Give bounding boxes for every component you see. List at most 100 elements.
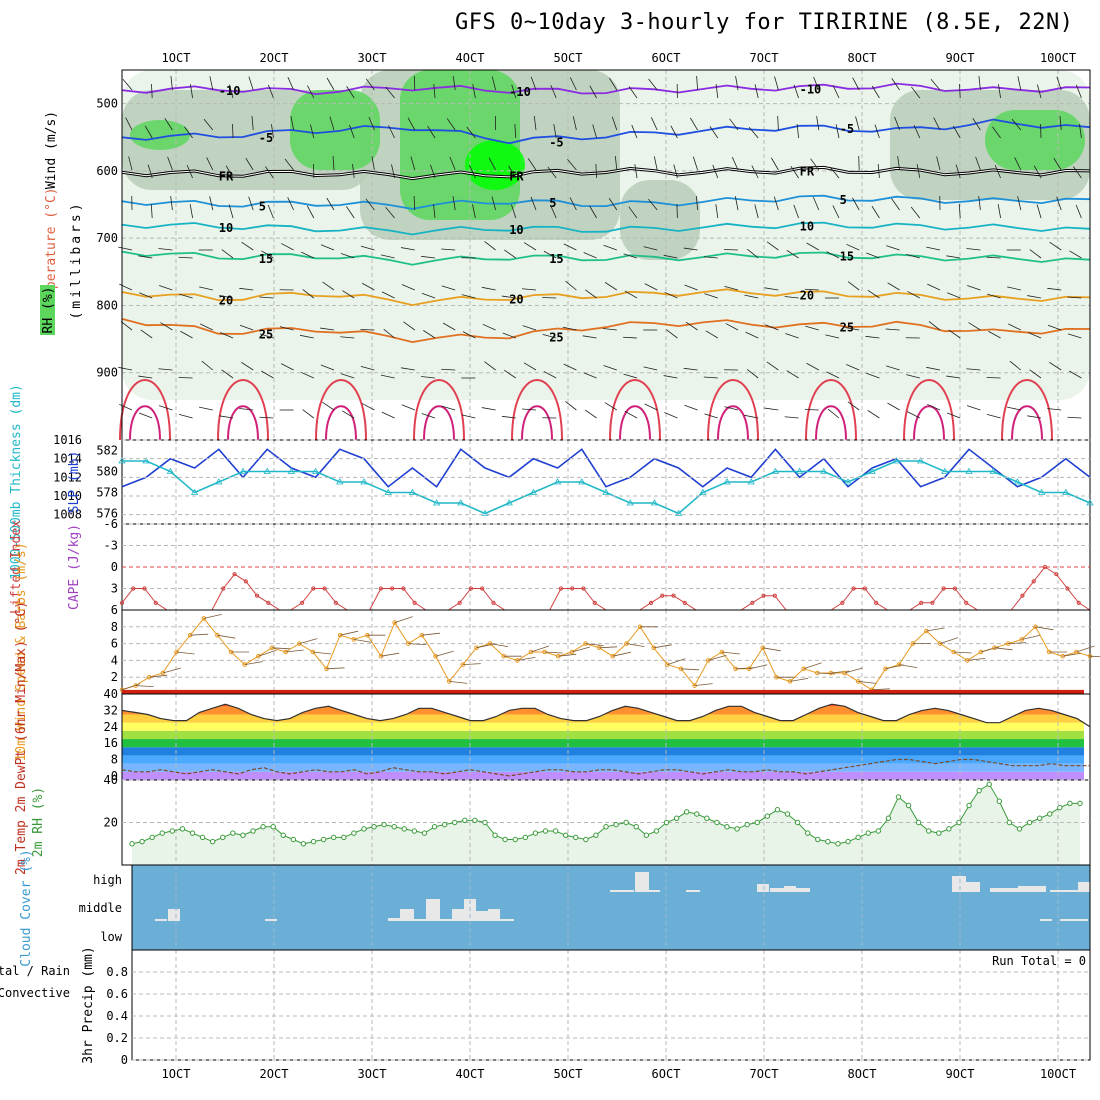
wind-barb <box>1027 295 1042 299</box>
temp-contour-30 <box>1001 379 1053 441</box>
wind-barb <box>261 250 274 259</box>
series-thickness <box>122 460 1091 515</box>
wind-barb <box>200 323 213 331</box>
wind-barb <box>978 76 981 91</box>
wind-barb <box>385 86 395 99</box>
wind-barb <box>433 204 436 219</box>
temp-contour-label: 5 <box>259 200 266 214</box>
wind-barb-10m <box>803 662 822 670</box>
wind-barb <box>180 330 193 339</box>
wind-barb-10m <box>421 632 440 636</box>
rh2m-area <box>132 784 1080 865</box>
wind-barb <box>491 196 496 211</box>
top-day-label: 7OCT <box>750 51 779 65</box>
wind-barb <box>360 365 375 371</box>
wind-barb <box>251 116 254 131</box>
thickness-point <box>166 467 175 474</box>
wind-barb <box>504 249 517 259</box>
rh2m-point <box>1016 826 1023 832</box>
run-total-label: Run Total = 0 <box>992 954 1086 968</box>
lifted-index-point <box>1065 586 1070 591</box>
thickness-point <box>311 467 320 474</box>
wind-barb <box>228 204 234 219</box>
top-day-label: 6OCT <box>652 51 681 65</box>
wind-barb <box>307 85 315 99</box>
wind-barb <box>608 198 618 211</box>
lifted-index-point <box>378 586 383 591</box>
cloud-bar <box>796 888 810 892</box>
wind-barb <box>946 255 961 259</box>
wind-barb-10m <box>271 647 290 650</box>
top-day-label: 3OCT <box>358 51 387 65</box>
rh2m-point <box>895 794 902 800</box>
wind-barb <box>206 157 214 171</box>
wind-barb-10m <box>571 646 591 653</box>
wind-barb <box>764 407 779 411</box>
wind10m-ytick: 6 <box>111 637 118 651</box>
rh2m-point <box>825 838 831 845</box>
wind-barb <box>267 204 274 219</box>
wind-barb <box>565 401 577 411</box>
wind-barb <box>320 327 335 331</box>
wind-barb <box>563 243 577 251</box>
lifted-index-label: Lifted Index <box>9 520 24 614</box>
wind-barb <box>365 198 375 211</box>
thickness-point <box>118 457 126 464</box>
rh-legend-swatch <box>40 285 55 335</box>
cloud-bar <box>414 919 426 921</box>
wind-barb <box>1036 204 1042 219</box>
rh2m-point <box>331 834 337 841</box>
wind-barb <box>271 124 274 139</box>
wind-barb <box>665 329 678 339</box>
wind-barb <box>886 365 900 371</box>
wind-barb <box>178 413 193 419</box>
wind-barb <box>248 196 254 211</box>
wind-barb <box>1017 76 1022 91</box>
wind-barb <box>553 124 557 139</box>
wind-barb <box>926 366 941 371</box>
wind-barb <box>322 401 335 411</box>
wind-barb <box>259 296 274 299</box>
temp-band <box>122 714 1084 723</box>
wind-barb <box>481 407 496 411</box>
cloud-bar <box>990 888 1004 892</box>
rh2m-point <box>502 836 508 843</box>
rh2m-point <box>280 832 286 838</box>
wind-barb <box>631 124 638 139</box>
wind-barb <box>1067 333 1082 339</box>
thickness-point <box>142 457 150 464</box>
wind-barb-10m <box>380 652 400 657</box>
temp-contour-label: 25 <box>259 327 273 341</box>
wind-barb <box>150 204 153 219</box>
wind-barb <box>847 401 860 411</box>
wind-barb-10m <box>462 663 481 665</box>
wind10m-ytick: 8 <box>111 620 118 634</box>
rh2m-point <box>613 821 619 828</box>
wind-barb <box>959 83 961 99</box>
wind-barb <box>885 328 900 331</box>
rh2m-point <box>270 824 276 830</box>
bottom-day-label: 2OCT <box>260 1067 289 1081</box>
slp-ytick: 1008 <box>53 508 82 522</box>
wind-barb <box>748 127 759 139</box>
rh2m-point <box>341 834 347 841</box>
wind-barb <box>158 405 173 411</box>
wind-barb <box>391 164 395 179</box>
wind-barb-10m <box>899 664 918 668</box>
wind-barb <box>265 166 274 179</box>
wind-barb-10m <box>599 646 618 649</box>
temperature-label: Temperature (°C) <box>44 187 59 312</box>
wind-barb <box>501 295 516 299</box>
wind-barb <box>381 411 395 419</box>
rh2m-point <box>805 830 811 836</box>
temp-contour-label: -10 <box>509 85 531 99</box>
rh2m-point <box>1067 800 1073 807</box>
wind-barb <box>388 125 395 139</box>
thickness-point <box>384 488 392 495</box>
chart-title: GFS 0~10day 3-hourly for TIRIRINE (8.5E,… <box>455 10 1074 35</box>
lifted-index-point <box>1020 593 1025 598</box>
temp-contour-label: FR <box>800 165 815 179</box>
wind-barb <box>624 410 638 419</box>
wind-barb <box>472 204 476 219</box>
wind-barb <box>484 361 496 371</box>
